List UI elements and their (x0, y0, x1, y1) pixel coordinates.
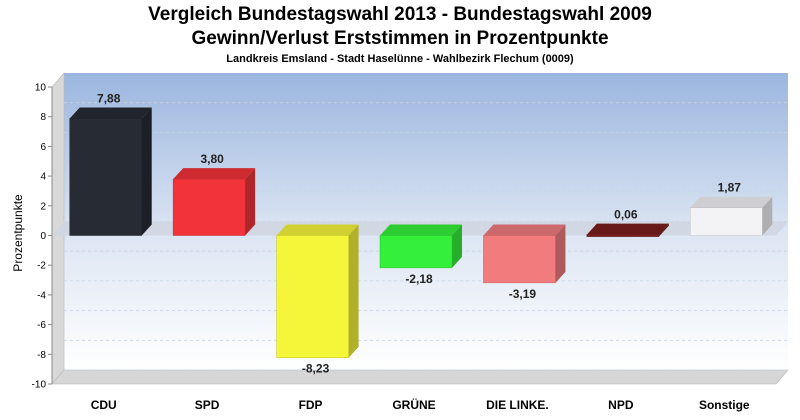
bar-top (586, 223, 669, 235)
data-label: 1,87 (718, 181, 742, 195)
bar (69, 118, 142, 236)
bar-top (690, 196, 773, 208)
y-axis-label: Prozentpunkte (11, 194, 25, 272)
data-labels: 7,88 3,80 -8,23 -2,18 -3,19 0,06 1,87 (97, 91, 741, 375)
bar-side (141, 107, 152, 236)
y-tick-label: 2 (40, 201, 46, 212)
x-tick-label: Sonstige (699, 398, 750, 412)
bar-side (348, 224, 359, 358)
x-tick-label: FDP (299, 398, 323, 412)
y-tick-label: -8 (37, 350, 46, 361)
bar (690, 207, 763, 236)
bar (586, 234, 660, 237)
data-label: 3,80 (200, 152, 224, 166)
bar-side (452, 224, 462, 268)
bar-top (173, 168, 256, 180)
bar (172, 178, 246, 236)
bar (483, 235, 556, 284)
y-tick-label: 8 (40, 112, 46, 123)
data-label: 0,06 (614, 208, 638, 222)
y-axis: 10 8 6 4 2 0 -2 -4 -6 -8 -10 (32, 83, 53, 391)
bar-top (483, 224, 566, 236)
bar-side (658, 223, 669, 237)
bar-top (380, 224, 462, 236)
bars (69, 107, 773, 358)
chart-caption: Landkreis Emsland - Stadt Haselünne - Wa… (226, 53, 574, 65)
floor (51, 369, 789, 385)
data-label: -8,23 (302, 362, 330, 376)
bar-side (245, 168, 256, 236)
data-label: -2,18 (405, 272, 433, 286)
data-label: -3,19 (509, 287, 537, 301)
chart-subtitle: Gewinn/Verlust Erststimmen in Prozentpun… (191, 28, 609, 49)
bar (276, 235, 349, 358)
y-tick-label: -4 (37, 290, 46, 301)
x-tick-label: CDU (91, 398, 117, 412)
data-label: 7,88 (97, 91, 121, 105)
y-tick-label: -2 (37, 261, 46, 272)
bar-side (555, 224, 566, 283)
y-tick-label: -6 (37, 320, 46, 331)
bar (379, 235, 453, 269)
y-tick-label: -10 (32, 380, 47, 391)
y-tick-label: 4 (40, 172, 46, 183)
bar-side (762, 196, 773, 236)
y-tick-label: 0 (40, 231, 46, 242)
y-tick-label: 6 (40, 142, 46, 153)
chart-title: Vergleich Bundestagswahl 2013 - Bundesta… (148, 4, 652, 25)
x-axis: CDU SPD FDP GRÜNE DIE LINKE. NPD Sonstige (91, 397, 750, 412)
x-tick-label: GRÜNE (392, 397, 435, 412)
x-tick-label: NPD (608, 398, 634, 412)
bar-top (276, 224, 359, 236)
bar-top (69, 107, 152, 119)
x-tick-label: DIE LINKE. (486, 398, 549, 412)
y-tick-label: 10 (35, 83, 47, 94)
x-tick-label: SPD (195, 398, 220, 412)
